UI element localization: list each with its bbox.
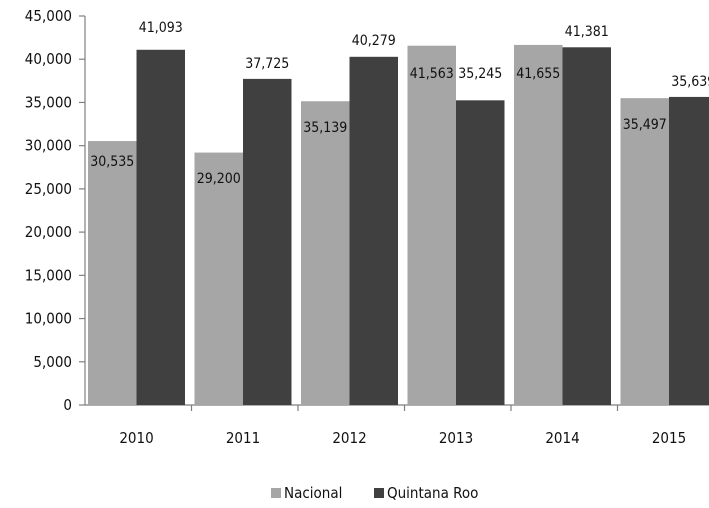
- y-tick-label: 25,000: [25, 180, 72, 198]
- bar-quintana-roo-2011: [243, 78, 292, 405]
- data-label: 37,725: [245, 56, 289, 72]
- data-label: 35,139: [303, 120, 347, 136]
- bar-quintana-roo-2012: [349, 56, 398, 405]
- x-tick-label: 2013: [439, 429, 473, 447]
- y-tick-label: 0: [63, 396, 72, 414]
- bar-nacional-2012: [301, 101, 350, 406]
- data-label: 30,535: [90, 154, 134, 170]
- legend-label: Nacional: [284, 484, 342, 502]
- y-tick-label: 30,000: [25, 137, 72, 155]
- bar-quintana-roo-2013: [456, 100, 505, 406]
- y-tick-label: 20,000: [25, 223, 72, 241]
- legend-label: Quintana Roo: [387, 484, 478, 502]
- x-tick-label: 2010: [119, 429, 153, 447]
- bar-nacional-2014: [514, 44, 563, 405]
- data-label: 35,639: [671, 74, 709, 90]
- legend-swatch-quintana-roo: [374, 488, 384, 498]
- y-tick-label: 45,000: [25, 7, 72, 25]
- x-tick-label: 2015: [652, 429, 686, 447]
- bar-quintana-roo-2015: [669, 96, 709, 405]
- bars: [88, 44, 709, 406]
- data-label: 41,655: [516, 66, 560, 82]
- bar-quintana-roo-2010: [136, 49, 185, 406]
- y-axis: 0 5,000 10,000 15,000 20,000 25,000 30,000 35,0…: [25, 7, 85, 414]
- legend: Nacional Quintana Roo: [271, 484, 478, 502]
- y-tick-label: 10,000: [25, 310, 72, 328]
- x-tick-label: 2014: [545, 429, 579, 447]
- y-tick-label: 40,000: [25, 50, 72, 68]
- legend-swatch-nacional: [271, 488, 281, 498]
- y-tick-label: 15,000: [25, 266, 72, 284]
- x-axis: 2010 2011 2012 2013 2014 2015: [119, 405, 686, 447]
- bar-nacional-2015: [620, 98, 669, 405]
- y-tick-label: 5,000: [33, 353, 72, 371]
- data-label: 41,381: [565, 24, 609, 40]
- data-label: 41,093: [139, 20, 183, 36]
- data-labels: 30,535 41,093 29,200 37,725 35,139 40,279 41,5…: [90, 20, 709, 187]
- x-tick-label: 2011: [226, 429, 260, 447]
- data-label: 29,200: [197, 171, 241, 187]
- bar-nacional-2011: [194, 152, 243, 405]
- data-label: 35,497: [623, 117, 667, 133]
- data-label: 40,279: [352, 33, 396, 49]
- bar-nacional-2010: [88, 141, 137, 406]
- bar-quintana-roo-2014: [562, 47, 611, 406]
- data-label: 41,563: [410, 66, 454, 82]
- y-tick-label: 35,000: [25, 93, 72, 111]
- bar-nacional-2013: [407, 45, 456, 405]
- data-label: 35,245: [458, 66, 502, 82]
- x-tick-label: 2012: [332, 429, 366, 447]
